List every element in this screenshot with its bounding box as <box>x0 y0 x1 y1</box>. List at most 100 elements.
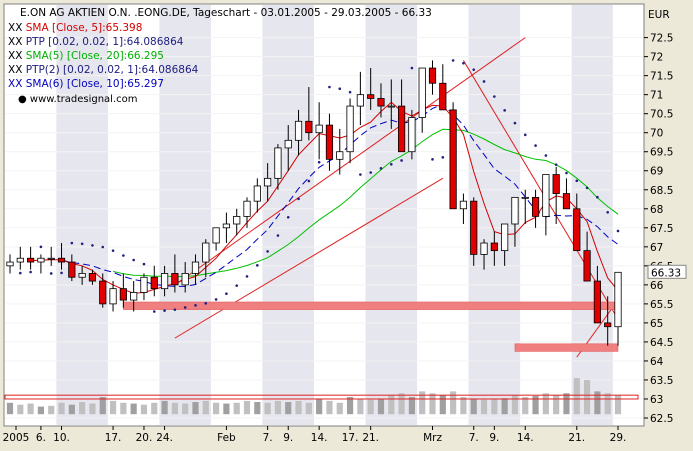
sar-dot <box>235 284 239 287</box>
volume-bar <box>614 395 622 415</box>
y-tick-label: 65 <box>650 318 663 330</box>
candle-body <box>387 105 395 108</box>
volume-bar <box>202 400 209 415</box>
volume-bar <box>573 378 580 415</box>
candle-body <box>171 273 179 286</box>
candle-body <box>377 98 385 107</box>
candle-body <box>614 271 622 328</box>
sar-dot <box>389 163 393 166</box>
legend-entry: XX SMA(6) [Close, 10]:65.297 <box>8 78 164 90</box>
candle-body <box>57 257 66 263</box>
candle-body <box>573 208 581 252</box>
x-tick-label: 7. <box>469 432 479 444</box>
volume-bar <box>480 399 488 415</box>
legend-entry: XX PTP(2) [0.02, 0.02, 1]:64.086864 <box>8 64 199 76</box>
sar-dot <box>266 250 269 253</box>
sar-dot <box>245 275 249 278</box>
volume-bar <box>583 379 591 415</box>
volume-bar <box>274 400 282 415</box>
candle-body <box>222 223 231 229</box>
x-tick-label: 21. <box>568 432 585 444</box>
sar-dot <box>585 186 589 190</box>
x-tick-label: 9. <box>489 432 499 444</box>
candle-body <box>99 280 107 305</box>
legend: E.ON AG AKTIEN O.N. .EONG.DE, Tageschart… <box>8 7 432 90</box>
volume-bar <box>408 397 415 415</box>
sar-dot <box>451 59 455 62</box>
volume-bar <box>439 395 446 415</box>
volume-bar <box>460 397 467 415</box>
y-tick-label: 62.5 <box>650 413 673 425</box>
volume-bar <box>501 398 508 415</box>
volume-bar <box>68 404 75 415</box>
volume-bar <box>89 403 96 415</box>
candle-body <box>88 273 97 282</box>
sar-dot <box>328 85 331 89</box>
legend-label: SMA [Close, 5]:65.398 <box>26 22 143 34</box>
volume-bar <box>223 403 230 415</box>
candle-body <box>47 257 55 260</box>
y-tick-label: 63.5 <box>650 375 673 387</box>
y-tick-label: 64.5 <box>650 337 673 349</box>
sar-dot <box>142 262 146 266</box>
sar-dot <box>482 80 486 83</box>
candle-body <box>274 147 282 179</box>
sar-dot <box>369 171 372 174</box>
candle-body <box>202 242 210 263</box>
y-tick-label: 71.5 <box>650 71 673 83</box>
week-stripe <box>262 5 314 425</box>
x-tick-label: 6. <box>36 432 46 444</box>
candle-body <box>356 94 364 107</box>
candle-body <box>181 273 189 286</box>
volume-bar <box>305 402 312 415</box>
x-tick-label: 7. <box>263 432 273 444</box>
sar-dot <box>214 298 218 301</box>
sar-dot <box>194 304 197 307</box>
x-tick-label: 17. <box>342 432 359 444</box>
legend-prefix: XX <box>8 64 26 76</box>
sar-dot <box>616 229 620 233</box>
sar-dot <box>472 68 476 71</box>
week-stripe <box>365 5 418 425</box>
sar-dot <box>286 215 290 219</box>
sar-dot <box>204 302 208 305</box>
sar-dot <box>276 234 280 237</box>
downtrend-line <box>462 60 619 320</box>
volume-bar <box>192 402 199 415</box>
candle-body <box>521 196 529 199</box>
candle-body <box>233 215 241 225</box>
volume-bar <box>264 402 271 415</box>
volume-band-line <box>4 394 639 400</box>
volume-bar <box>295 400 302 415</box>
sar-dot <box>111 249 115 252</box>
chart-header: E.ON AG AKTIEN O.N. .EONG.DE, Tageschart… <box>20 7 432 19</box>
candle-body <box>583 250 591 282</box>
x-tick-label: 20. <box>136 432 153 444</box>
volume-bar <box>109 400 117 415</box>
candle-body <box>449 109 457 210</box>
volume-bar <box>594 391 601 415</box>
sar-dot <box>29 270 32 274</box>
legend-label: SMA(5) [Close, 20]:66.295 <box>26 50 164 62</box>
y-tick-label: 70 <box>650 128 663 140</box>
sar-dot <box>70 241 74 245</box>
copyright-icon: ● <box>18 94 30 105</box>
candle-body <box>562 193 571 210</box>
sar-dot <box>410 66 414 70</box>
candle-body <box>490 242 498 252</box>
legend-entry: XX PTP [0.02, 0.02, 1]:64.086864 <box>8 36 184 48</box>
sar-dot <box>441 156 445 159</box>
sar-dot <box>91 244 94 247</box>
volume-bar <box>120 402 127 415</box>
volume-bar <box>151 402 158 415</box>
x-tick-label: 9. <box>283 432 293 444</box>
legend-label: PTP(2) [0.02, 0.02, 1]:64.086864 <box>26 64 199 76</box>
y-tick-label: 72 <box>650 52 663 64</box>
volume-bar <box>532 395 539 415</box>
volume-bar <box>27 403 34 415</box>
y-tick-label: 65.5 <box>650 299 673 311</box>
volume-bar <box>522 397 529 415</box>
legend-prefix: XX <box>8 36 26 48</box>
sar-dot <box>80 242 84 246</box>
volume-bar <box>377 398 385 415</box>
